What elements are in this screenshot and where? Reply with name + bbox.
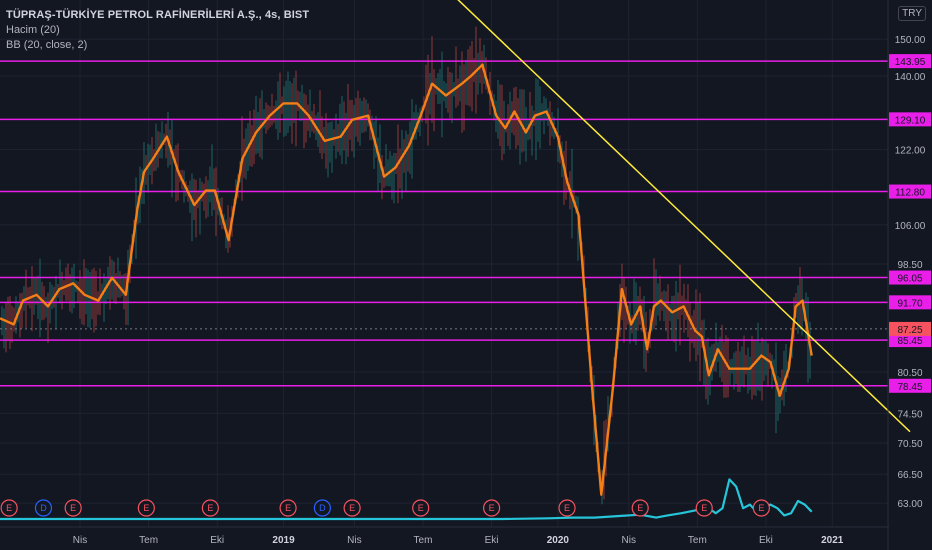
horizontal-level-label: 112.80 <box>895 188 925 199</box>
horizontal-level-tag <box>889 112 931 127</box>
horizontal-level-label: 129.10 <box>895 115 926 126</box>
horizontal-level-label: 91.70 <box>897 298 922 309</box>
dividend-event-marker <box>313 499 331 517</box>
horizontal-level-label: 78.45 <box>897 382 922 393</box>
price-axis-tick: 140.00 <box>895 72 926 83</box>
earnings-event-marker <box>343 499 361 517</box>
earnings-event-label: E <box>489 503 495 513</box>
earnings-event-marker <box>137 499 155 517</box>
bollinger-indicator-label[interactable]: BB (20, close, 2) <box>6 39 88 51</box>
price-axis-tick: 70.50 <box>897 439 922 450</box>
price-axis-tick: 122.00 <box>895 146 926 157</box>
time-axis-tick: Nis <box>622 535 636 546</box>
earnings-event-marker <box>752 499 770 517</box>
price-axis-tick: 80.50 <box>897 368 922 379</box>
time-axis[interactable]: Nis Tem Eki 2019 Nis Tem Eki 2020 Nis Tem Eki 2021 <box>0 526 889 546</box>
earnings-event-marker <box>412 499 430 517</box>
dividend-event-marker <box>34 499 53 517</box>
price-axis-tick: 74.50 <box>897 409 922 420</box>
earnings-event-label: E <box>758 503 764 513</box>
time-axis-tick: Tem <box>139 535 158 546</box>
bollinger-basis-line <box>0 63 813 496</box>
horizontal-level-label: 96.05 <box>897 274 922 285</box>
earnings-event-marker <box>558 499 576 517</box>
current-price-tag <box>889 321 931 336</box>
time-axis-tick: Tem <box>688 535 707 546</box>
price-axis-tick: 106.00 <box>895 221 926 232</box>
earnings-event-marker <box>0 499 18 517</box>
earnings-event-label: E <box>6 503 12 513</box>
time-axis-tick: Tem <box>414 535 433 546</box>
price-axis-tick: 98.50 <box>897 260 922 271</box>
earnings-event-label: E <box>207 503 213 513</box>
horizontal-level-tag <box>889 184 931 199</box>
earnings-event-label: E <box>349 503 355 513</box>
earnings-event-marker <box>279 499 297 517</box>
horizontal-level-label: 143.95 <box>895 57 926 68</box>
time-axis-tick: 2019 <box>272 535 295 546</box>
earnings-event-marker <box>631 499 649 517</box>
horizontal-level-label: 85.45 <box>897 336 922 347</box>
current-price-label: 87.25 <box>897 325 922 336</box>
time-axis-tick: Eki <box>759 535 773 546</box>
earnings-event-marker <box>64 499 82 517</box>
trendline-layer[interactable] <box>446 0 911 433</box>
price-axis[interactable]: 63.00 66.50 70.50 74.50 80.50 98.50 106.00 122.… <box>887 0 926 550</box>
earnings-event-label: E <box>637 503 643 513</box>
trendline <box>457 0 911 433</box>
price-axis-tick: 150.00 <box>895 35 926 46</box>
currency-badge[interactable]: TRY <box>898 6 926 21</box>
earnings-event-label: E <box>143 503 149 513</box>
earnings-event-label: E <box>70 503 76 513</box>
horizontal-levels[interactable]: 143.95 129.10 112.80 96.05 91.70 85.45 78.45 87… <box>0 54 931 393</box>
earnings-event-marker <box>482 499 501 517</box>
price-axis-tick: 63.00 <box>897 499 922 510</box>
horizontal-level-tag <box>889 333 931 348</box>
time-axis-tick: Eki <box>210 535 224 546</box>
horizontal-level-tag <box>889 378 931 393</box>
chart-legend: TÜPRAŞ-TÜRKİYE PETROL RAFİNERİLERİ A.Ş.,… <box>6 8 309 53</box>
earnings-event-marker <box>201 499 219 517</box>
horizontal-level-tag <box>889 54 931 69</box>
symbol-title[interactable]: TÜPRAŞ-TÜRKİYE PETROL RAFİNERİLERİ A.Ş.,… <box>6 9 310 21</box>
time-axis-tick: 2021 <box>821 535 844 546</box>
time-axis-tick: Nis <box>347 535 361 546</box>
earnings-event-label: E <box>285 503 291 513</box>
time-axis-tick: Eki <box>485 535 499 546</box>
horizontal-level-tag <box>889 295 931 310</box>
time-axis-tick: 2020 <box>547 535 570 546</box>
volume-line <box>0 478 813 521</box>
earnings-event-label: E <box>564 503 570 513</box>
earnings-event-marker <box>695 499 713 517</box>
earnings-event-label: E <box>418 503 424 513</box>
horizontal-level-tag <box>889 270 931 285</box>
time-axis-tick: Nis <box>73 535 87 546</box>
dividend-event-label: D <box>319 503 326 513</box>
price-axis-tick: 66.50 <box>897 470 922 481</box>
dividend-event-label: D <box>40 503 47 513</box>
volume-indicator-label[interactable]: Hacim (20) <box>6 24 60 36</box>
series-layer <box>0 63 813 521</box>
earnings-event-label: E <box>701 503 707 513</box>
